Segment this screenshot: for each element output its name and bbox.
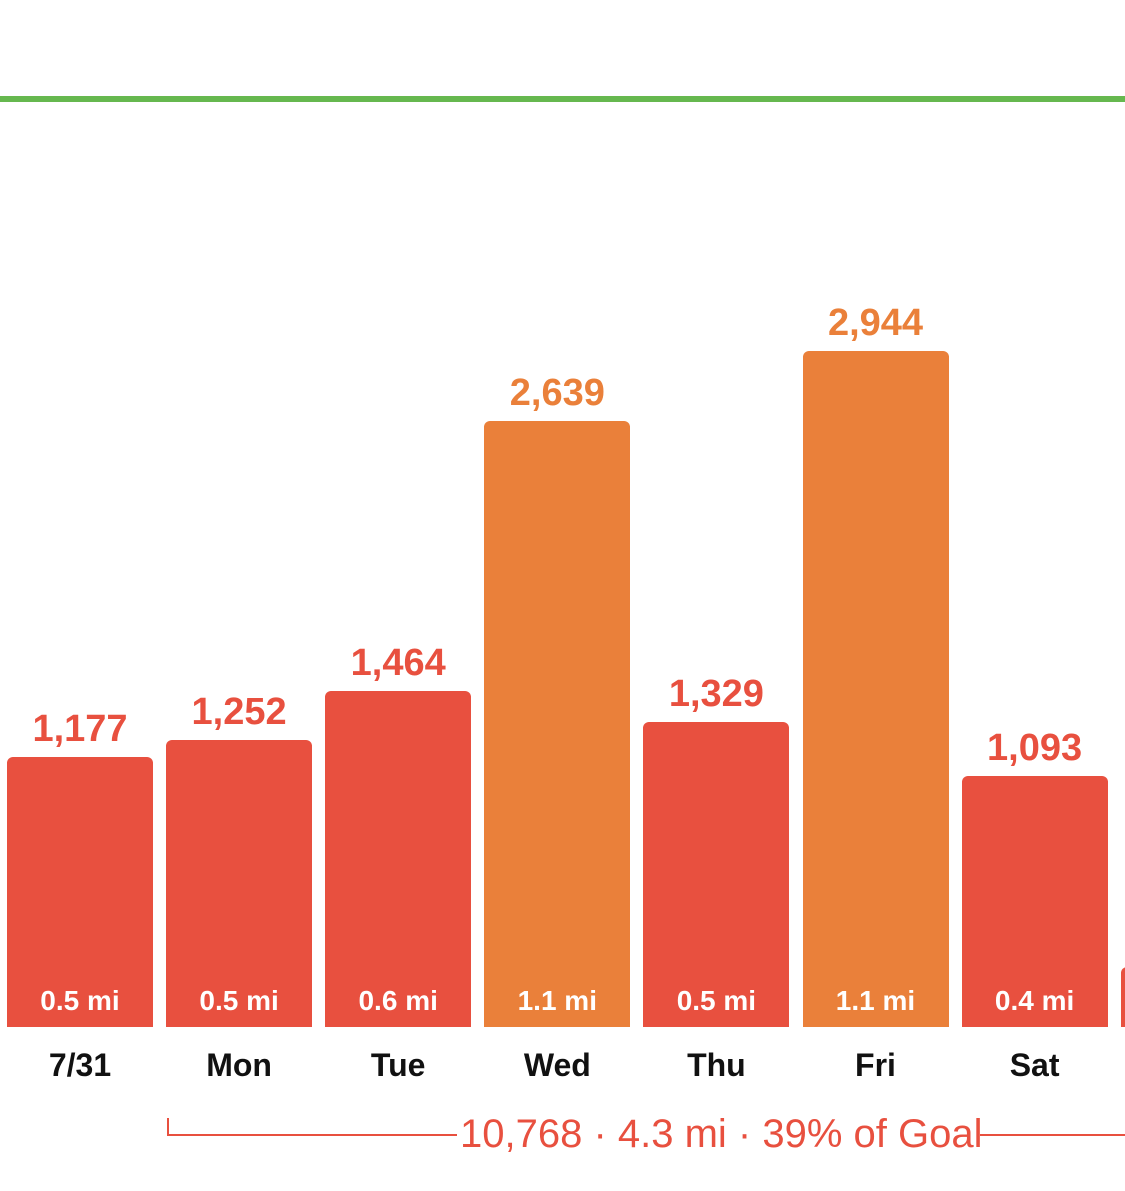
bar-Tue bbox=[325, 691, 472, 1027]
distance-label: 0.6 mi bbox=[358, 985, 438, 1016]
bar-Fri bbox=[802, 351, 949, 1027]
distance-label: 0.5 mi bbox=[40, 985, 120, 1016]
value-label: 2,944 bbox=[827, 302, 924, 345]
day-label: Mon bbox=[206, 1047, 272, 1083]
summary-bracket bbox=[167, 1118, 457, 1136]
day-label: Wed bbox=[523, 1047, 591, 1083]
bar-7/31 bbox=[7, 756, 153, 1027]
bar-Wed bbox=[484, 421, 631, 1027]
value-label: 2,639 bbox=[509, 372, 605, 415]
day-label: Fri bbox=[855, 1047, 896, 1083]
goal-line bbox=[0, 96, 1125, 102]
day-label: 7/31 bbox=[48, 1047, 112, 1083]
distance-label: 0.4 mi bbox=[994, 985, 1075, 1016]
day-label: Sat bbox=[1009, 1047, 1060, 1083]
bar-Sat bbox=[961, 776, 1108, 1027]
summary-line-right bbox=[980, 1134, 1125, 1136]
value-label: 1,252 bbox=[191, 690, 287, 733]
distance-label: 1.1 mi bbox=[517, 985, 597, 1016]
value-label: 1,093 bbox=[987, 727, 1083, 770]
value-label: 1,464 bbox=[350, 642, 446, 684]
distance-label: 0.5 mi bbox=[199, 985, 279, 1016]
bar-next bbox=[1120, 967, 1125, 1027]
value-label: 1,177 bbox=[32, 707, 128, 750]
bar-Thu bbox=[643, 721, 790, 1027]
distance-label: 0.5 mi bbox=[676, 985, 757, 1016]
day-label: Tue bbox=[370, 1047, 426, 1083]
value-label: 1,329 bbox=[668, 672, 764, 715]
weekly-summary: 10,768 · 4.3 mi · 39% of Goal bbox=[460, 1112, 983, 1156]
distance-label: 1.1 mi bbox=[835, 985, 916, 1016]
bar-Mon bbox=[166, 739, 313, 1027]
day-label: Thu bbox=[687, 1047, 746, 1083]
